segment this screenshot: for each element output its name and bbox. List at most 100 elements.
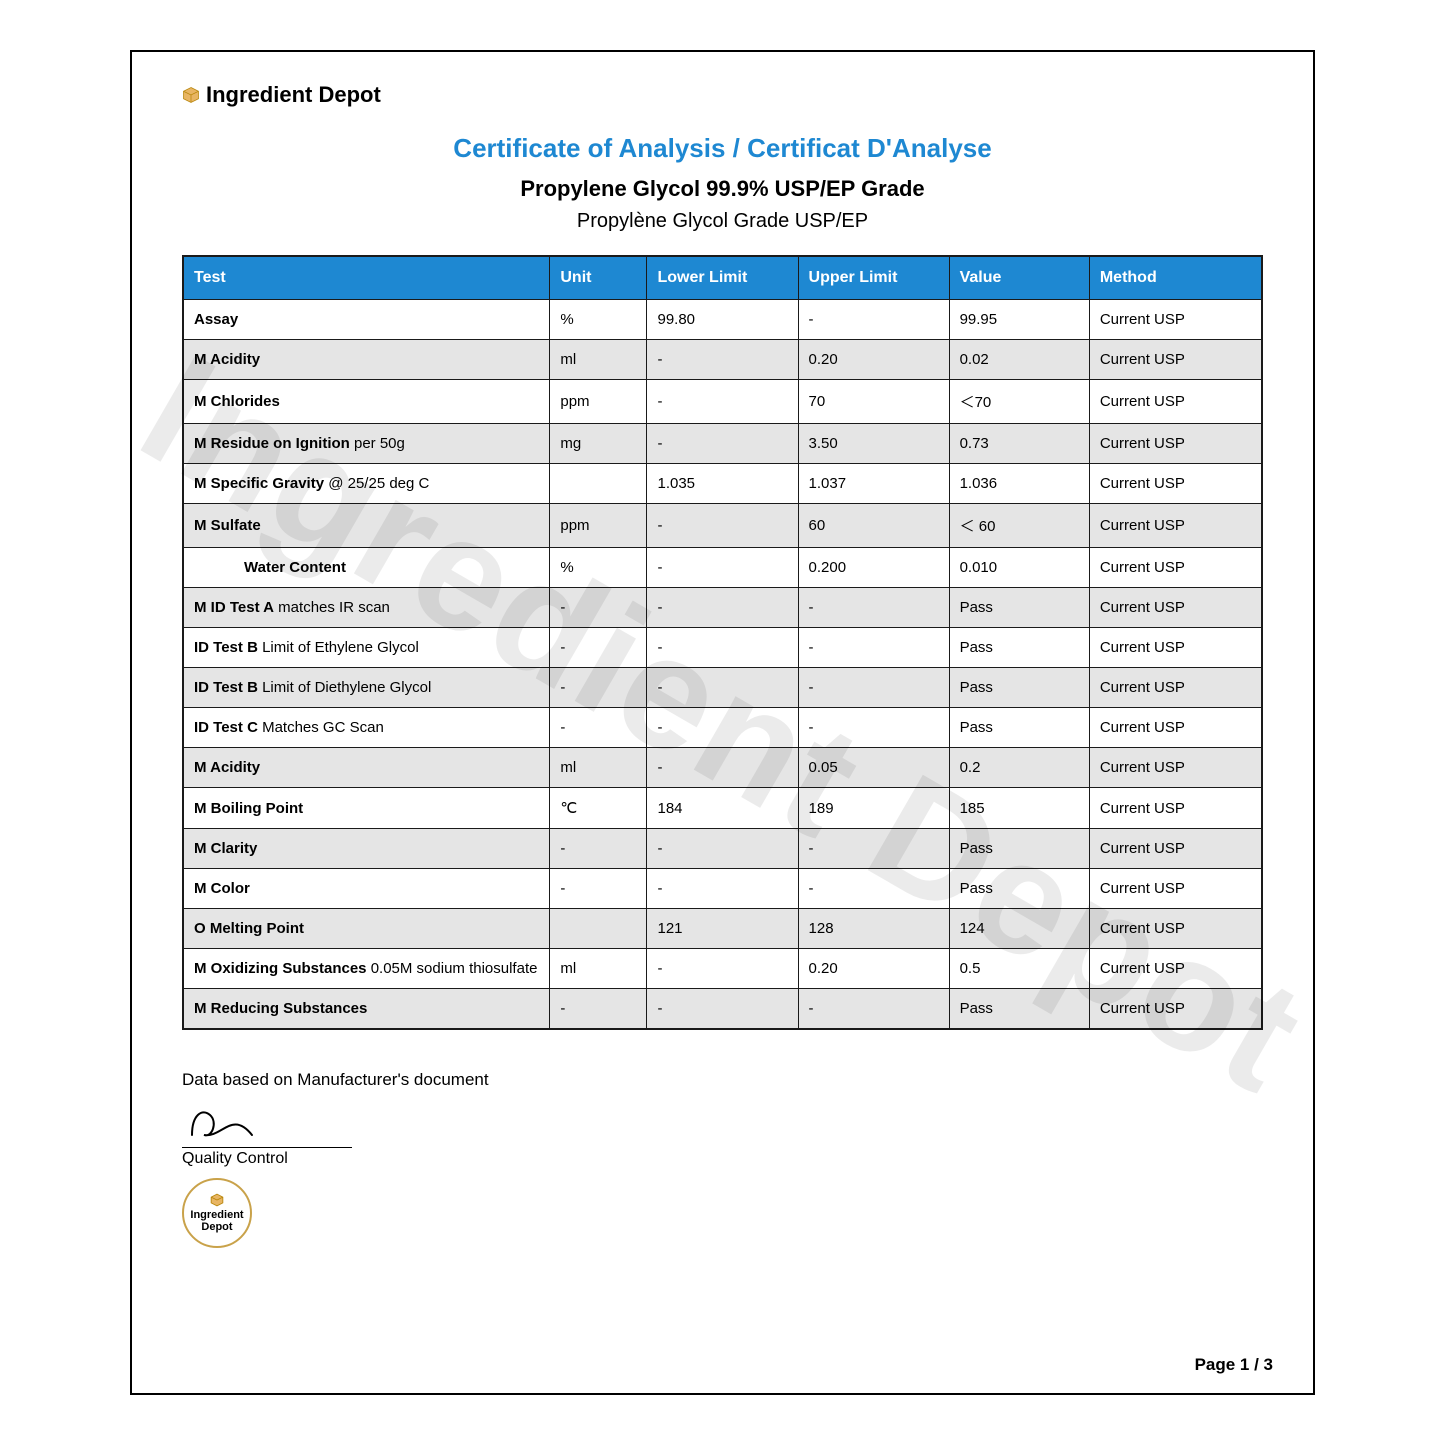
cell-method: Current USP — [1089, 748, 1262, 788]
cell-value: 0.73 — [949, 424, 1089, 464]
box-icon — [182, 86, 200, 104]
cell-upper: - — [798, 869, 949, 909]
cell-unit: ml — [550, 748, 647, 788]
cell-value: 0.010 — [949, 548, 1089, 588]
cell-unit: ml — [550, 949, 647, 989]
table-body: Assay%99.80-99.95Current USPM Acidityml-… — [183, 300, 1262, 1030]
cell-test: M Acidity — [183, 340, 550, 380]
cell-lower: - — [647, 424, 798, 464]
table-row: ID Test C Matches GC Scan---PassCurrent … — [183, 708, 1262, 748]
cell-value: 99.95 — [949, 300, 1089, 340]
cell-lower: - — [647, 340, 798, 380]
cell-unit: ml — [550, 340, 647, 380]
cell-upper: 3.50 — [798, 424, 949, 464]
table-row: M Oxidizing Substances 0.05M sodium thio… — [183, 949, 1262, 989]
cell-unit: ppm — [550, 380, 647, 424]
footer-note: Data based on Manufacturer's document — [182, 1070, 1263, 1090]
cell-test: M Oxidizing Substances 0.05M sodium thio… — [183, 949, 550, 989]
cell-method: Current USP — [1089, 424, 1262, 464]
cell-value: Pass — [949, 869, 1089, 909]
cell-unit: - — [550, 708, 647, 748]
cell-value: 0.02 — [949, 340, 1089, 380]
document-page: Ingredient Depot Ingredient Depot Certif… — [130, 50, 1315, 1395]
cell-upper: 60 — [798, 504, 949, 548]
cell-unit: - — [550, 628, 647, 668]
table-row: M Sulfateppm-60＜ 60Current USP — [183, 504, 1262, 548]
cell-method: Current USP — [1089, 504, 1262, 548]
cell-unit: - — [550, 829, 647, 869]
company-stamp: Ingredient Depot — [182, 1178, 252, 1248]
cell-upper: - — [798, 668, 949, 708]
cell-test: M Chlorides — [183, 380, 550, 424]
cell-unit: - — [550, 588, 647, 628]
cell-lower: 1.035 — [647, 464, 798, 504]
cell-unit: ppm — [550, 504, 647, 548]
cell-test: M Boiling Point — [183, 788, 550, 829]
table-row: M Boiling Point℃184189185Current USP — [183, 788, 1262, 829]
cell-value: 1.036 — [949, 464, 1089, 504]
table-row: ID Test B Limit of Ethylene Glycol---Pas… — [183, 628, 1262, 668]
cell-test: Assay — [183, 300, 550, 340]
cell-upper: - — [798, 628, 949, 668]
stamp-text-2: Depot — [201, 1221, 232, 1233]
cell-method: Current USP — [1089, 628, 1262, 668]
cell-lower: - — [647, 668, 798, 708]
table-row: M Acidityml-0.200.02Current USP — [183, 340, 1262, 380]
cell-lower: - — [647, 989, 798, 1030]
table-row: M Residue on Ignition per 50gmg-3.500.73… — [183, 424, 1262, 464]
table-row: M ID Test A matches IR scan---PassCurren… — [183, 588, 1262, 628]
cell-method: Current USP — [1089, 829, 1262, 869]
cell-value: Pass — [949, 708, 1089, 748]
cell-unit — [550, 464, 647, 504]
cell-unit: % — [550, 548, 647, 588]
cell-method: Current USP — [1089, 464, 1262, 504]
cell-lower: 121 — [647, 909, 798, 949]
cell-test: M Residue on Ignition per 50g — [183, 424, 550, 464]
cell-test: Water Content — [183, 548, 550, 588]
table-header-row: Test Unit Lower Limit Upper Limit Value … — [183, 256, 1262, 300]
cell-test: ID Test B Limit of Ethylene Glycol — [183, 628, 550, 668]
cell-upper: 0.05 — [798, 748, 949, 788]
cell-value: 124 — [949, 909, 1089, 949]
cell-value: 0.2 — [949, 748, 1089, 788]
quality-control-label: Quality Control — [182, 1150, 1263, 1168]
cell-method: Current USP — [1089, 949, 1262, 989]
cell-lower: - — [647, 869, 798, 909]
cell-test: M Sulfate — [183, 504, 550, 548]
stamp-box-icon — [210, 1193, 224, 1207]
cell-test: O Melting Point — [183, 909, 550, 949]
stamp-text-1: Ingredient — [190, 1209, 243, 1221]
cell-upper: 70 — [798, 380, 949, 424]
cell-lower: - — [647, 829, 798, 869]
cell-test: ID Test B Limit of Diethylene Glycol — [183, 668, 550, 708]
cell-method: Current USP — [1089, 989, 1262, 1030]
cell-lower: - — [647, 504, 798, 548]
cell-upper: 189 — [798, 788, 949, 829]
table-row: M Reducing Substances---PassCurrent USP — [183, 989, 1262, 1030]
cell-lower: - — [647, 588, 798, 628]
cell-value: 0.5 — [949, 949, 1089, 989]
certificate-title: Certificate of Analysis / Certificat D'A… — [182, 133, 1263, 164]
table-row: ID Test B Limit of Diethylene Glycol---P… — [183, 668, 1262, 708]
cell-unit: mg — [550, 424, 647, 464]
cell-test: M Acidity — [183, 748, 550, 788]
table-row: M Chloridesppm-70＜70Current USP — [183, 380, 1262, 424]
cell-method: Current USP — [1089, 300, 1262, 340]
cell-lower: 99.80 — [647, 300, 798, 340]
analysis-table: Test Unit Lower Limit Upper Limit Value … — [182, 255, 1263, 1030]
cell-upper: 0.20 — [798, 340, 949, 380]
brand-name: Ingredient Depot — [206, 82, 381, 108]
cell-test: M ID Test A matches IR scan — [183, 588, 550, 628]
table-row: Assay%99.80-99.95Current USP — [183, 300, 1262, 340]
cell-lower: - — [647, 708, 798, 748]
signature — [182, 1100, 1263, 1145]
cell-lower: - — [647, 548, 798, 588]
cell-lower: 184 — [647, 788, 798, 829]
cell-unit — [550, 909, 647, 949]
cell-lower: - — [647, 949, 798, 989]
table-row: Water Content%-0.2000.010Current USP — [183, 548, 1262, 588]
page-number: Page 1 / 3 — [1195, 1355, 1273, 1375]
cell-upper: - — [798, 300, 949, 340]
cell-method: Current USP — [1089, 548, 1262, 588]
table-row: M Specific Gravity @ 25/25 deg C1.0351.0… — [183, 464, 1262, 504]
